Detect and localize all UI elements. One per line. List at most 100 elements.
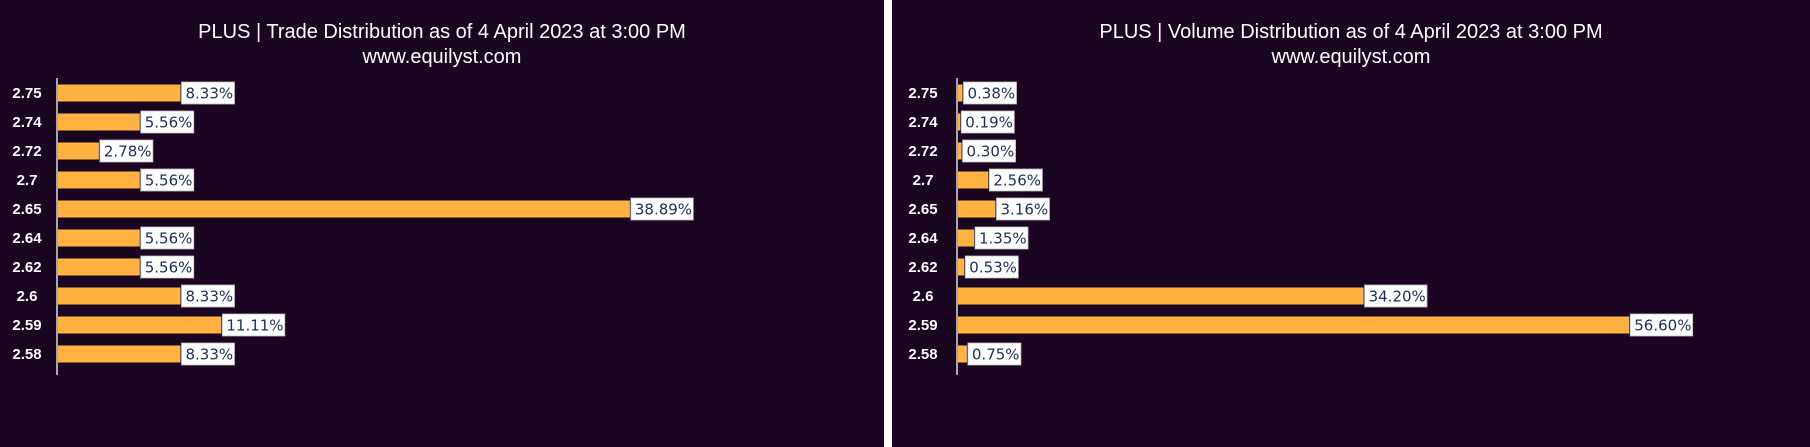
data-label-text: 0.75%: [972, 346, 1020, 364]
data-label-text: 1.35%: [979, 230, 1027, 248]
data-label: 2.56%: [988, 168, 1043, 192]
bar: [58, 229, 140, 247]
data-label-text: 0.19%: [965, 114, 1013, 132]
category-tick-label: 2.62: [12, 259, 41, 276]
data-label-box: [140, 110, 195, 134]
data-label-box: [962, 139, 1016, 163]
data-label-box: [181, 81, 235, 105]
data-label-box: [221, 313, 286, 337]
data-label: 0.53%: [964, 255, 1019, 279]
data-label: 38.89%: [630, 197, 694, 221]
volume-distribution-plot: 2.75 0.38% 2.74 0.19% 2.72 0.30% 2.7 2.56% 2.65 3…: [908, 78, 1694, 375]
chart-title: PLUS | Volume Distribution as of 4 April…: [1099, 21, 1603, 43]
data-label: 5.56%: [140, 110, 195, 134]
bar: [958, 287, 1364, 305]
data-label-box: [963, 81, 1017, 105]
bar: [958, 200, 996, 218]
bar: [958, 316, 1630, 334]
bar: [58, 316, 222, 334]
data-label: 0.38%: [963, 81, 1017, 105]
data-label-text: 0.30%: [967, 143, 1015, 161]
data-label: 3.16%: [996, 197, 1050, 221]
data-label: 1.35%: [974, 226, 1029, 250]
data-label-text: 38.89%: [635, 201, 692, 219]
category-tick-label: 2.65: [908, 201, 937, 218]
category-tick-label: 2.7: [17, 172, 38, 189]
data-label-box: [1364, 284, 1428, 308]
category-tick-label: 2.58: [12, 346, 41, 363]
bar: [58, 287, 181, 305]
category-tick-label: 2.72: [12, 143, 41, 160]
data-label-text: 5.56%: [145, 172, 193, 190]
bar: [58, 345, 181, 363]
chart-subtitle: www.equilyst.com: [1271, 46, 1431, 68]
data-label-box: [988, 168, 1043, 192]
data-label: 0.30%: [962, 139, 1016, 163]
data-label: 8.33%: [181, 284, 235, 308]
data-label-text: 2.78%: [104, 143, 152, 161]
category-tick-label: 2.64: [12, 230, 42, 247]
category-tick-label: 2.58: [908, 346, 937, 363]
data-label-text: 3.16%: [1000, 201, 1048, 219]
category-tick-label: 2.62: [908, 259, 937, 276]
category-tick-label: 2.59: [908, 317, 937, 334]
bar: [958, 229, 975, 247]
data-label-text: 34.20%: [1369, 288, 1426, 306]
data-label-box: [181, 342, 235, 366]
chart-subtitle: www.equilyst.com: [362, 46, 522, 68]
data-label: 8.33%: [181, 342, 235, 366]
data-label: 2.78%: [99, 139, 154, 163]
category-tick-label: 2.74: [12, 114, 42, 131]
bar: [958, 258, 965, 276]
category-tick-label: 2.75: [908, 85, 937, 102]
data-label-text: 56.60%: [1634, 317, 1691, 335]
bar: [58, 200, 630, 218]
data-label-box: [967, 342, 1022, 366]
data-label-box: [960, 110, 1015, 134]
bar: [58, 171, 140, 189]
category-tick-label: 2.6: [913, 288, 934, 305]
trade-distribution-chart: PLUS | Trade Distribution as of 4 April …: [0, 0, 884, 447]
category-tick-label: 2.72: [908, 143, 937, 160]
volume-distribution-chart: PLUS | Volume Distribution as of 4 April…: [892, 0, 1810, 447]
data-label: 8.33%: [181, 81, 235, 105]
data-label: 5.56%: [140, 168, 195, 192]
data-label-text: 2.56%: [993, 172, 1041, 190]
data-label: 56.60%: [1629, 313, 1694, 337]
data-label: 0.19%: [960, 110, 1015, 134]
data-label-box: [974, 226, 1029, 250]
data-label: 0.75%: [967, 342, 1022, 366]
bar: [958, 345, 967, 363]
data-label-box: [630, 197, 694, 221]
data-label-text: 5.56%: [145, 259, 193, 277]
bar: [958, 171, 989, 189]
bar: [58, 113, 140, 131]
data-label-text: 8.33%: [185, 288, 233, 306]
data-label-box: [140, 168, 195, 192]
data-label: 5.56%: [140, 226, 195, 250]
category-tick-label: 2.74: [908, 114, 938, 131]
bar: [58, 142, 99, 160]
data-label-box: [1629, 313, 1694, 337]
category-tick-label: 2.65: [12, 201, 41, 218]
bar: [958, 84, 963, 102]
data-label-box: [99, 139, 154, 163]
data-label-box: [181, 284, 235, 308]
data-label-box: [964, 255, 1019, 279]
data-label: 34.20%: [1364, 284, 1428, 308]
data-label: 5.56%: [140, 255, 195, 279]
bar: [58, 84, 181, 102]
category-tick-label: 2.6: [17, 288, 38, 305]
category-tick-label: 2.59: [12, 317, 41, 334]
trade-distribution-plot: 2.75 8.33% 2.74 5.56% 2.72 2.78% 2.7 5.56% 2.65 3…: [12, 78, 694, 375]
data-label-text: 8.33%: [185, 85, 233, 103]
data-label-box: [996, 197, 1050, 221]
data-label-text: 5.56%: [145, 230, 193, 248]
chart-title: PLUS | Trade Distribution as of 4 April …: [198, 21, 686, 43]
data-label-text: 0.38%: [968, 85, 1016, 103]
data-label-text: 5.56%: [145, 114, 193, 132]
category-tick-label: 2.75: [12, 85, 41, 102]
data-label: 11.11%: [221, 313, 286, 337]
category-tick-label: 2.64: [908, 230, 938, 247]
category-tick-label: 2.7: [913, 172, 934, 189]
